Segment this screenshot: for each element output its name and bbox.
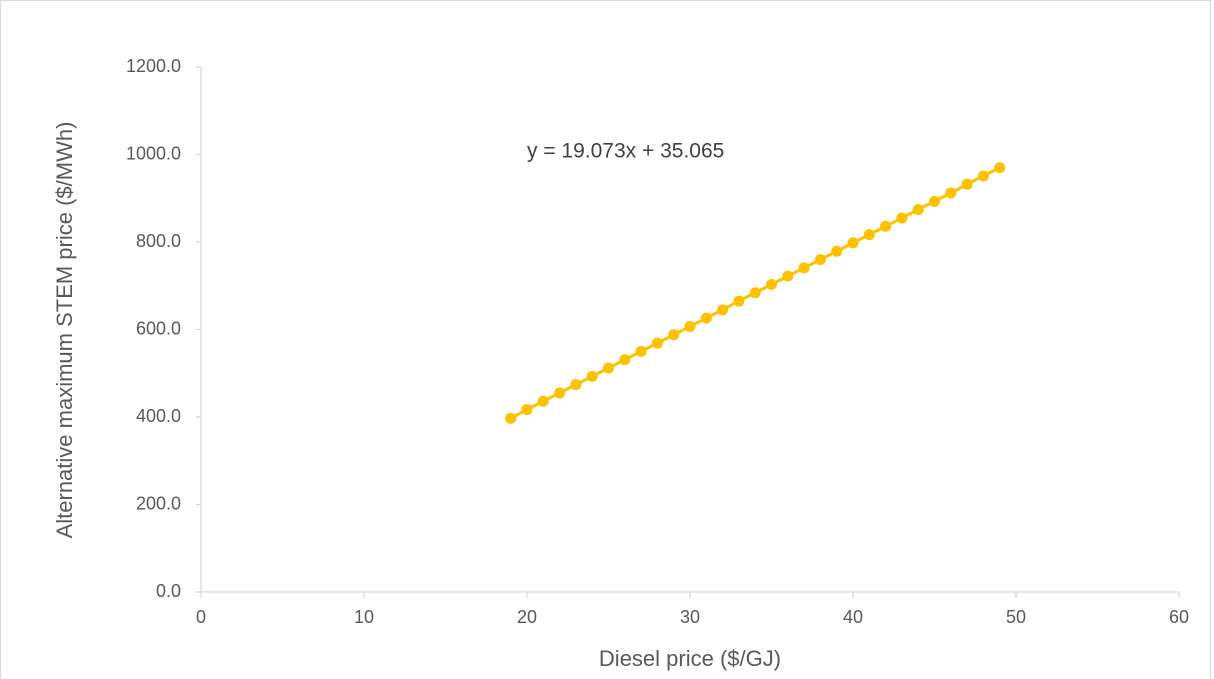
y-axis-label: Alternative maximum STEM price ($/MWh)	[52, 122, 77, 539]
x-tick-label: 40	[843, 607, 863, 627]
point	[863, 229, 875, 241]
point	[766, 278, 777, 290]
point	[700, 312, 712, 324]
point	[994, 162, 1006, 174]
x-axis-label: Diesel price ($/GJ)	[599, 646, 781, 671]
point	[961, 178, 973, 190]
point	[635, 345, 647, 357]
point	[684, 320, 696, 332]
point	[831, 245, 843, 257]
y-tick-label: 800.0	[136, 231, 181, 251]
point	[603, 362, 614, 374]
point	[814, 254, 826, 265]
point	[896, 212, 908, 224]
point	[619, 354, 631, 366]
point	[880, 220, 892, 232]
y-tick-label: 1000.0	[126, 143, 181, 163]
x-tick-label: 20	[517, 607, 537, 627]
point	[782, 270, 794, 282]
point	[912, 204, 924, 216]
point	[668, 329, 680, 341]
x-tick-label: 50	[1006, 607, 1026, 627]
point	[749, 287, 761, 299]
y-tick-label: 1200.0	[126, 56, 181, 76]
point	[717, 304, 729, 316]
point	[651, 337, 663, 349]
point	[521, 404, 533, 416]
x-tick-label: 30	[680, 607, 700, 627]
y-tick-label: 600.0	[136, 318, 181, 338]
x-tick-label: 10	[354, 607, 374, 627]
point	[505, 412, 517, 424]
point	[945, 187, 957, 199]
point	[586, 370, 598, 382]
point	[847, 237, 859, 249]
y-tick-label: 400.0	[136, 406, 181, 426]
point	[733, 295, 745, 307]
x-tick-label: 0	[196, 607, 206, 627]
point	[570, 379, 582, 391]
x-tick-label: 60	[1169, 607, 1189, 627]
y-tick-label: 200.0	[136, 493, 181, 513]
point	[798, 262, 810, 274]
trendline-equation: y = 19.073x + 35.065	[527, 140, 724, 163]
point	[554, 387, 566, 399]
point	[537, 395, 549, 407]
point	[977, 170, 989, 182]
point	[929, 195, 940, 207]
y-tick-label: 0.0	[156, 581, 181, 601]
